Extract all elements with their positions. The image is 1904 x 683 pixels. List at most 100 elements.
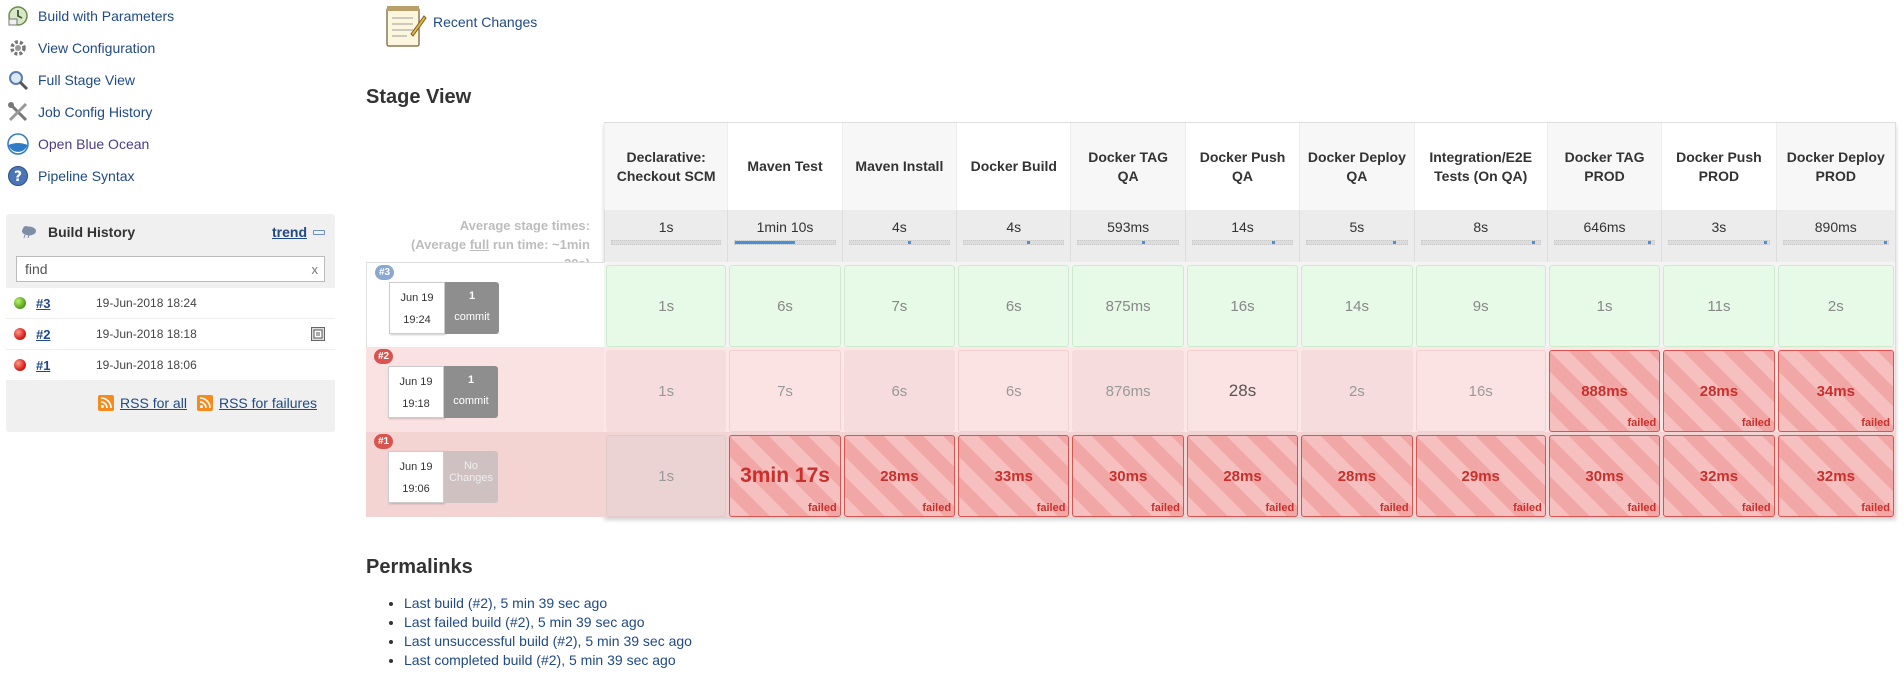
stage-cell[interactable]: 28ms failed [1186,435,1299,517]
stage-cell[interactable]: 6s [843,350,956,432]
run-badge[interactable]: #1 [374,434,394,449]
task-label[interactable]: Build with Parameters [38,8,175,24]
permalink-link[interactable]: Last unsuccessful build (#2), 5 min 39 s… [404,633,692,649]
stage-average-bar [1782,240,1889,245]
console-output-icon[interactable] [311,327,325,341]
stage-average: 890ms [1775,210,1895,262]
task-open-blue-ocean[interactable]: Open Blue Ocean [0,128,340,160]
task-label[interactable]: Job Config History [38,104,153,120]
build-number-link[interactable]: #2 [36,326,51,342]
permalink-link[interactable]: Last failed build (#2), 5 min 39 sec ago [404,614,645,630]
task-label[interactable]: Full Stage View [38,72,136,88]
stage-cell[interactable]: 16s [1415,350,1546,432]
run-changes[interactable]: No Changes [444,451,498,503]
stage-cell[interactable]: 11s [1663,265,1775,347]
stage-cell[interactable]: 28s [1186,350,1299,432]
collapse-icon[interactable] [313,229,325,235]
task-full-stage-view[interactable]: Full Stage View [0,64,340,96]
failed-tag: failed [922,502,952,514]
stage-cell[interactable]: 9s [1415,265,1546,347]
stage-cell[interactable]: 32ms failed [1777,435,1894,517]
stage-average-bar-fill [1648,241,1652,244]
stage-cell[interactable]: 33ms failed [958,435,1070,517]
stage-average-bar-fill [1883,241,1887,244]
run-changes[interactable]: 1 commit [444,366,498,418]
stage-duration: 32ms [1699,467,1739,485]
stage-duration: 875ms [1105,297,1151,315]
stage-cell[interactable]: 888ms failed [1548,350,1661,432]
stage-average: 5s [1299,210,1413,262]
stage-cell[interactable]: 14s [1301,265,1413,347]
run-changes[interactable]: 1 commit [445,282,499,334]
stage-duration: 30ms [1585,467,1624,485]
stage-duration: 6s [1005,382,1022,400]
stage-cell[interactable]: 875ms [1072,265,1184,347]
stage-average-time: 593ms [1107,219,1150,235]
trend-link[interactable]: trend [272,224,307,240]
stage-average-bar-fill [908,241,912,244]
stage-cell[interactable]: 30ms failed [1072,435,1184,517]
stage-duration: 876ms [1105,382,1151,400]
search-clear-icon[interactable]: x [311,261,319,277]
build-search-input[interactable] [23,260,312,278]
stage-cell[interactable]: 6s [958,350,1070,432]
stage-cell[interactable]: 29ms failed [1415,435,1546,517]
task-view-configuration[interactable]: View Configuration [0,32,340,64]
build-number-link[interactable]: #1 [36,357,51,373]
rss-all-link[interactable]: RSS for all [120,395,187,411]
build-list: #3 19-Jun-2018 18:24 #2 19-Jun-2018 18:1… [6,288,335,381]
run-changes-count: 1 [467,374,475,386]
stage-cell[interactable]: 1s [606,435,727,517]
stage-cell[interactable]: 34ms failed [1777,350,1894,432]
failed-tag: failed [1151,502,1180,514]
stage-cell[interactable]: 1s [1548,265,1661,347]
svg-text:?: ? [14,169,22,185]
task-job-config-history[interactable]: Job Config History [0,96,340,128]
stage-cell[interactable]: 7s [843,265,956,347]
permalinks-title: Permalinks [366,556,473,578]
stage-cell[interactable]: 1s [606,350,727,432]
task-label[interactable]: Pipeline Syntax [38,168,135,184]
run-date: Jun 19 19:06 [388,451,444,503]
stage-cell[interactable]: 28ms failed [1663,350,1775,432]
stage-average-bar [1306,240,1408,245]
failed-tag: failed [1627,502,1657,514]
stage-duration: 6s [1005,297,1022,315]
stage-cell[interactable]: 28ms failed [1301,435,1413,517]
stage-average-time: 646ms [1583,219,1626,235]
stage-cell[interactable]: 876ms [1072,350,1184,432]
permalink-link[interactable]: Last build (#2), 5 min 39 sec ago [404,595,608,611]
task-pipeline-syntax[interactable]: ? Pipeline Syntax [0,160,340,192]
run-date-day: Jun 19 [400,292,434,304]
stage-header: Docker Push PROD [1661,123,1776,210]
recent-changes-link[interactable]: Recent Changes [433,14,538,30]
stage-cell[interactable]: 1s [606,265,727,347]
stage-cell[interactable]: 30ms failed [1548,435,1661,517]
stage-duration: 1s [658,297,675,315]
task-label[interactable]: View Configuration [38,40,156,56]
stage-cell[interactable]: 2s [1777,265,1894,347]
task-build-with-parameters[interactable]: Build with Parameters [0,0,340,32]
stage-cell[interactable]: 6s [729,265,841,347]
run-badge[interactable]: #2 [374,349,394,364]
stage-duration: 11s [1707,297,1731,315]
stage-duration: 16s [1230,297,1255,315]
stage-cell[interactable]: 16s [1186,265,1299,347]
stage-average: 593ms [1070,210,1184,262]
permalink-link[interactable]: Last completed build (#2), 5 min 39 sec … [404,652,676,668]
blue-ocean-icon [6,132,30,156]
task-label[interactable]: Open Blue Ocean [38,136,150,152]
stage-cell[interactable]: 3min 17s failed [729,435,841,517]
stage-average-time: 4s [891,219,907,235]
stage-cell[interactable]: 32ms failed [1663,435,1775,517]
stage-average-bar-fill [1142,241,1146,244]
build-number-link[interactable]: #3 [36,295,51,311]
rss-failures-link[interactable]: RSS for failures [218,395,317,411]
stage-cell[interactable]: 7s [729,350,841,432]
stage-cell[interactable]: 2s [1301,350,1413,432]
stage-header-row: Declarative: Checkout SCM Maven Test Maven… [604,122,1895,210]
stage-duration: 14s [1344,297,1369,315]
stage-cell[interactable]: 6s [958,265,1070,347]
stage-cell[interactable]: 28ms failed [843,435,956,517]
run-badge[interactable]: #3 [375,265,395,280]
